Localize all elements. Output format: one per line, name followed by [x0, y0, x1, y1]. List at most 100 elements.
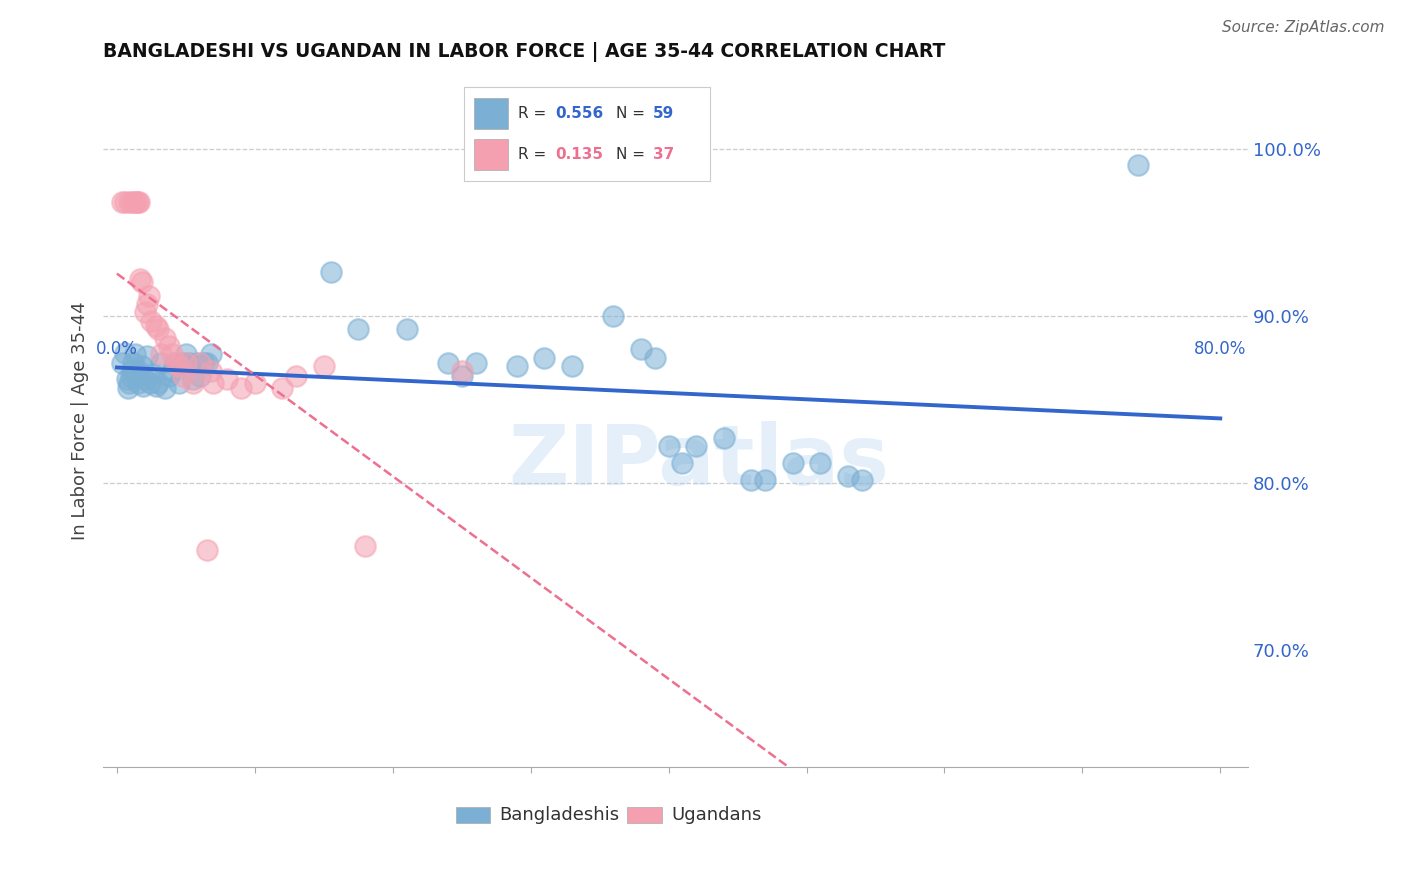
Point [713, 431, 735, 445]
Point [671, 456, 693, 470]
Point [630, 343, 652, 357]
Point [121, 364, 143, 378]
Text: ZIPatlas: ZIPatlas [508, 421, 889, 502]
Point [125, 195, 148, 210]
Point [127, 195, 149, 210]
Point [121, 195, 143, 210]
Point [157, 339, 180, 353]
Point [740, 473, 762, 487]
Point [174, 355, 197, 369]
Point [115, 372, 138, 386]
Point [124, 347, 146, 361]
Point [141, 314, 163, 328]
Point [150, 355, 173, 369]
Point [136, 297, 159, 311]
Point [195, 542, 218, 557]
Point [129, 272, 152, 286]
Point [117, 381, 139, 395]
Text: 80.0%: 80.0% [1194, 341, 1247, 359]
Text: Bangladeshis: Bangladeshis [499, 806, 619, 824]
Point [202, 376, 225, 390]
Point [145, 379, 167, 393]
Point [200, 364, 222, 378]
Point [437, 355, 460, 369]
Text: Ugandans: Ugandans [671, 806, 761, 824]
Point [128, 195, 150, 210]
Point [167, 376, 190, 390]
Point [506, 359, 529, 373]
Point [124, 195, 146, 210]
Point [685, 439, 707, 453]
Point [118, 376, 141, 390]
Point [131, 359, 153, 373]
Point [229, 381, 252, 395]
Y-axis label: In Labor Force | Age 35-44: In Labor Force | Age 35-44 [72, 301, 89, 540]
Point [188, 355, 211, 369]
Point [114, 195, 136, 210]
Point [153, 330, 176, 344]
Point [127, 364, 149, 378]
Point [271, 381, 294, 395]
Point [125, 368, 148, 382]
Point [808, 456, 831, 470]
Point [148, 322, 170, 336]
Point [200, 347, 222, 361]
Point [851, 473, 873, 487]
Point [118, 195, 141, 210]
Point [122, 355, 145, 369]
Point [114, 345, 136, 359]
Point [450, 364, 472, 378]
Point [754, 473, 776, 487]
Text: BANGLADESHI VS UGANDAN IN LABOR FORCE | AGE 35-44 CORRELATION CHART: BANGLADESHI VS UGANDAN IN LABOR FORCE | … [103, 42, 945, 62]
Point [139, 376, 162, 390]
Text: Source: ZipAtlas.com: Source: ZipAtlas.com [1222, 20, 1385, 35]
Text: 0.0%: 0.0% [96, 341, 138, 359]
Point [450, 368, 472, 383]
Point [319, 265, 342, 279]
Point [644, 351, 666, 365]
Point [132, 379, 155, 393]
Point [188, 368, 211, 383]
FancyBboxPatch shape [456, 807, 491, 822]
Point [533, 351, 555, 365]
Point [148, 376, 170, 390]
Point [136, 349, 159, 363]
Point [153, 381, 176, 395]
Point [217, 372, 239, 386]
Point [186, 355, 208, 369]
Point [285, 368, 308, 383]
Point [193, 355, 215, 369]
Point [195, 355, 218, 369]
Point [602, 309, 624, 323]
Point [561, 359, 583, 373]
FancyBboxPatch shape [627, 807, 662, 822]
Point [150, 347, 173, 361]
Point [1126, 158, 1149, 172]
Point [157, 368, 180, 383]
Point [177, 355, 200, 369]
Point [243, 376, 266, 390]
Point [172, 355, 194, 369]
Point [128, 368, 150, 383]
Point [172, 368, 194, 383]
Point [181, 376, 204, 390]
Point [131, 276, 153, 290]
Point [120, 368, 142, 383]
Point [837, 469, 859, 483]
Point [395, 322, 418, 336]
Point [347, 322, 370, 336]
Point [167, 359, 190, 373]
Point [658, 439, 681, 453]
Point [782, 456, 804, 470]
Point [138, 289, 160, 303]
Point [163, 355, 186, 369]
Point [111, 195, 134, 210]
Point [160, 364, 183, 378]
Point [111, 355, 134, 369]
Point [354, 540, 377, 554]
Point [160, 347, 183, 361]
Point [127, 376, 149, 390]
Point [464, 355, 486, 369]
Point [165, 355, 187, 369]
Point [145, 318, 167, 333]
